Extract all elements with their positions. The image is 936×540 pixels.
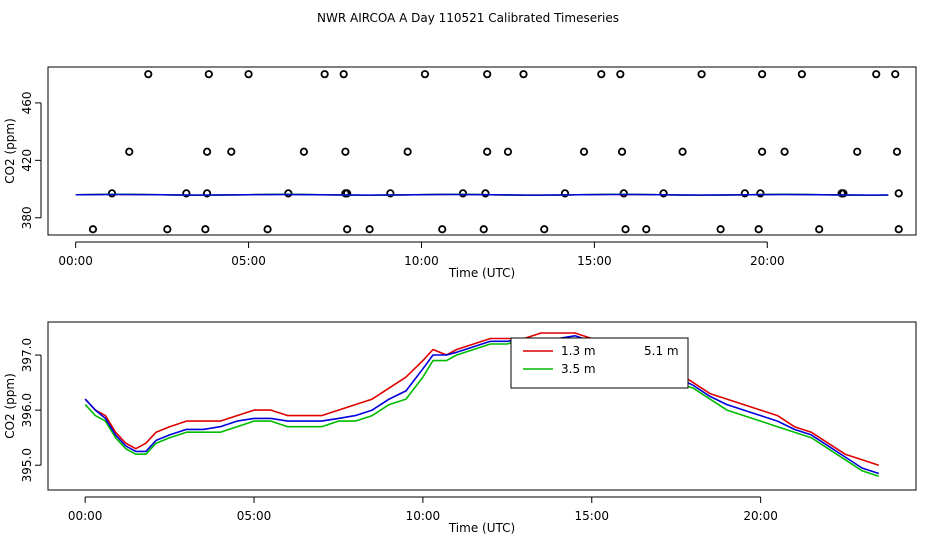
scatter-point-y480-11 <box>758 70 767 79</box>
plot-frame-0 <box>47 66 917 236</box>
scatter-point-y372-7 <box>479 225 488 234</box>
series-line-5-1-m <box>84 335 880 475</box>
scatter-point-y397-10 <box>619 189 628 198</box>
scatter-point-y372-0 <box>88 225 98 234</box>
plot-title: NWR AIRCOA A Day 110521 Calibrated Times… <box>317 11 619 25</box>
scatter-point-y426-11 <box>758 147 767 156</box>
scatter-point-y397-5 <box>343 189 352 198</box>
scatter-point-y480-0 <box>144 70 153 79</box>
scatter-point-y480-3 <box>320 70 329 79</box>
scatter-point-y397-0 <box>107 189 117 198</box>
scatter-point-y426-1 <box>202 147 212 156</box>
series-line-3-5-m <box>84 337 880 477</box>
scatter-point-y397-13 <box>756 189 765 198</box>
scatter-point-y480-14 <box>891 70 900 79</box>
scatter-point-y372-5 <box>365 225 374 234</box>
baseline-trace-blue <box>75 193 889 196</box>
scatter-point-y480-12 <box>797 70 806 79</box>
legend-box <box>510 337 689 389</box>
scatter-point-y426-6 <box>483 147 492 156</box>
scatter-point-y480-8 <box>597 70 606 79</box>
scatter-point-y372-3 <box>263 225 272 234</box>
series-line-1-3-m <box>84 332 880 466</box>
scatter-point-y397-3 <box>284 189 293 198</box>
scatter-point-y426-9 <box>617 147 627 156</box>
scatter-point-y426-14 <box>892 147 902 156</box>
scatter-point-y397-12 <box>740 189 749 198</box>
scatter-point-y426-2 <box>227 147 236 156</box>
scatter-point-y426-8 <box>579 147 589 156</box>
scatter-point-y372-10 <box>642 225 651 234</box>
scatter-point-y372-8 <box>540 225 549 234</box>
scatter-point-y397-16 <box>894 189 903 198</box>
scatter-point-y372-1 <box>163 225 172 234</box>
scatter-point-y480-9 <box>616 70 625 79</box>
scatter-point-y397-7 <box>458 189 468 198</box>
scatter-point-y480-7 <box>519 70 528 79</box>
scatter-point-y372-2 <box>201 225 210 234</box>
x-tick-label-1-4: 20:00 <box>743 509 778 523</box>
scatter-point-y480-4 <box>339 70 348 79</box>
scatter-point-y426-3 <box>299 147 309 156</box>
x-tick-label-1-3: 15:00 <box>574 509 609 523</box>
scatter-point-y426-13 <box>853 147 862 156</box>
scatter-point-y397-2 <box>202 189 212 198</box>
legend-label-1: 3.5 m <box>561 362 596 376</box>
scatter-point-y426-7 <box>503 147 513 156</box>
scatter-point-y397-11 <box>659 189 668 198</box>
y-tick-label-1-0: 395.0 <box>20 448 34 482</box>
x-tick-label-0-1: 05:00 <box>231 254 266 268</box>
scatter-point-y397-8 <box>481 189 490 198</box>
x-tick-label-0-4: 20:00 <box>750 254 785 268</box>
scatter-point-y372-14 <box>894 225 903 234</box>
x-tick-label-1-0: 00:00 <box>68 509 103 523</box>
y-tick-label-0-0: 380 <box>20 206 34 229</box>
scatter-point-y480-1 <box>204 70 213 79</box>
scatter-point-y426-12 <box>780 147 789 156</box>
x-axis-title-0: Time (UTC) <box>448 266 515 280</box>
scatter-point-y372-9 <box>621 225 630 234</box>
y-tick-label-1-2: 397.0 <box>20 338 34 372</box>
legend-label-0: 1.3 m <box>561 344 596 358</box>
scatter-point-y397-9 <box>560 189 570 198</box>
legend-label-2: 5.1 m <box>644 344 679 358</box>
scatter-point-y480-2 <box>244 70 253 79</box>
scatter-point-y372-12 <box>754 225 763 234</box>
x-tick-label-1-2: 10:00 <box>406 509 441 523</box>
x-tick-label-0-3: 15:00 <box>577 254 612 268</box>
scatter-point-y480-13 <box>872 70 881 79</box>
scatter-point-y397-15 <box>839 189 848 198</box>
scatter-point-y372-4 <box>343 225 352 234</box>
scatter-point-y426-10 <box>678 147 687 156</box>
y-tick-label-0-2: 460 <box>20 91 34 114</box>
scatter-point-y397-1 <box>182 189 191 198</box>
scatter-point-y426-0 <box>125 147 134 156</box>
plot-frame-1 <box>47 321 917 491</box>
scatter-point-y372-6 <box>438 225 447 234</box>
scatter-point-y426-4 <box>341 147 350 156</box>
x-axis-title-1: Time (UTC) <box>448 521 515 535</box>
scatter-point-y480-5 <box>420 70 430 79</box>
y-tick-label-0-1: 420 <box>20 149 34 172</box>
y-tick-label-1-1: 396.0 <box>20 393 34 427</box>
scatter-point-y372-11 <box>716 225 725 234</box>
x-tick-label-0-0: 00:00 <box>58 254 93 268</box>
scatter-point-y480-6 <box>483 70 492 79</box>
scatter-point-y397-6 <box>386 189 395 198</box>
scatter-point-y372-13 <box>815 225 824 234</box>
scatter-point-y480-10 <box>697 70 706 79</box>
x-tick-label-1-1: 05:00 <box>237 509 272 523</box>
y-axis-title-1: CO2 (ppm) <box>3 373 17 439</box>
x-tick-label-0-2: 10:00 <box>404 254 439 268</box>
y-axis-title-0: CO2 (ppm) <box>3 118 17 184</box>
scatter-point-y426-5 <box>403 147 412 156</box>
